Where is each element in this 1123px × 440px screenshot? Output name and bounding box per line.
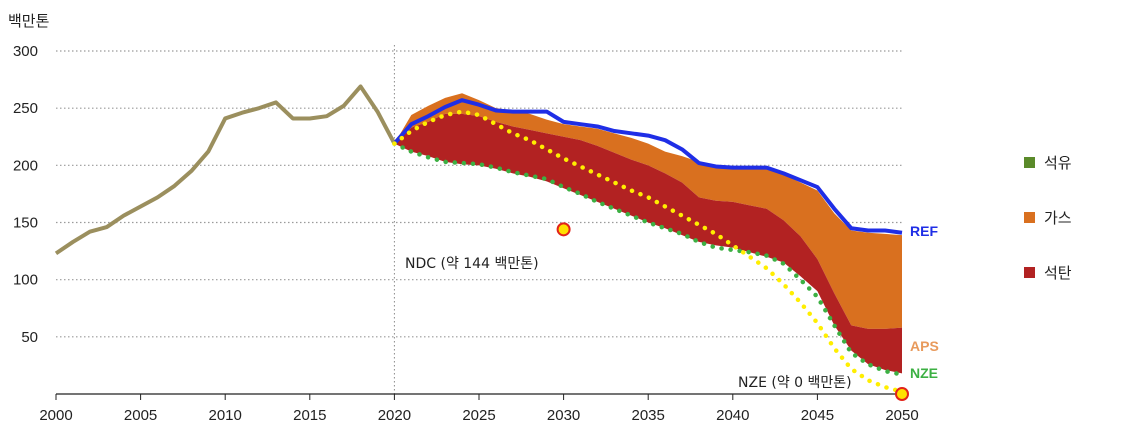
series-lines	[54, 84, 905, 394]
y-tick-100: 100	[13, 272, 38, 289]
area-coal	[394, 113, 902, 374]
x-tick-2035: 2035	[632, 407, 665, 424]
x-tick-2025: 2025	[462, 407, 495, 424]
x-tick-2040: 2040	[716, 407, 749, 424]
ref-line	[392, 98, 903, 235]
nze-tag: NZE	[910, 365, 938, 381]
x-tick-2000: 2000	[39, 407, 72, 424]
ndc-target-marker	[556, 222, 571, 237]
x-tick-2030: 2030	[547, 407, 580, 424]
legend-label-0: 석유	[1044, 154, 1072, 172]
ndc-target-label: NDC (약 144 백만톤)	[405, 256, 539, 272]
aps-tag: APS	[910, 338, 939, 354]
y-tick-200: 200	[13, 157, 38, 174]
historical-line	[54, 84, 397, 256]
x-tick-2050: 2050	[885, 407, 918, 424]
ndc-dotted-line	[392, 109, 905, 394]
nze-target-marker	[895, 387, 909, 401]
legend-swatch-0	[1024, 157, 1035, 168]
y-tick-150: 150	[13, 215, 38, 232]
nze-target-label: NZE (약 0 백만톤)	[738, 375, 852, 391]
y-tick-300: 300	[13, 43, 38, 60]
x-tick-2045: 2045	[801, 407, 834, 424]
legend-label-2: 석탄	[1044, 264, 1072, 282]
x-tick-2015: 2015	[293, 407, 326, 424]
x-tick-2005: 2005	[124, 407, 157, 424]
y-tick-50: 50	[21, 329, 38, 346]
x-tick-2010: 2010	[209, 407, 242, 424]
y-axis-label: 백만톤	[8, 12, 49, 30]
y-tick-250: 250	[13, 100, 38, 117]
target-markers: NDC (약 144 백만톤) NZE (약 0 백만톤) REF APS NZE	[405, 222, 939, 401]
legend-swatch-2	[1024, 267, 1035, 278]
legend-swatch-1	[1024, 212, 1035, 223]
legend-label-1: 가스	[1044, 209, 1072, 227]
x-tick-2020: 2020	[378, 407, 411, 424]
area-gas	[394, 93, 902, 329]
axes: 50 100 150 200 250 300 2000 2005 2010 2015 2020 202…	[13, 43, 919, 424]
stacked-areas	[394, 93, 902, 374]
ref-tag: REF	[910, 223, 938, 239]
